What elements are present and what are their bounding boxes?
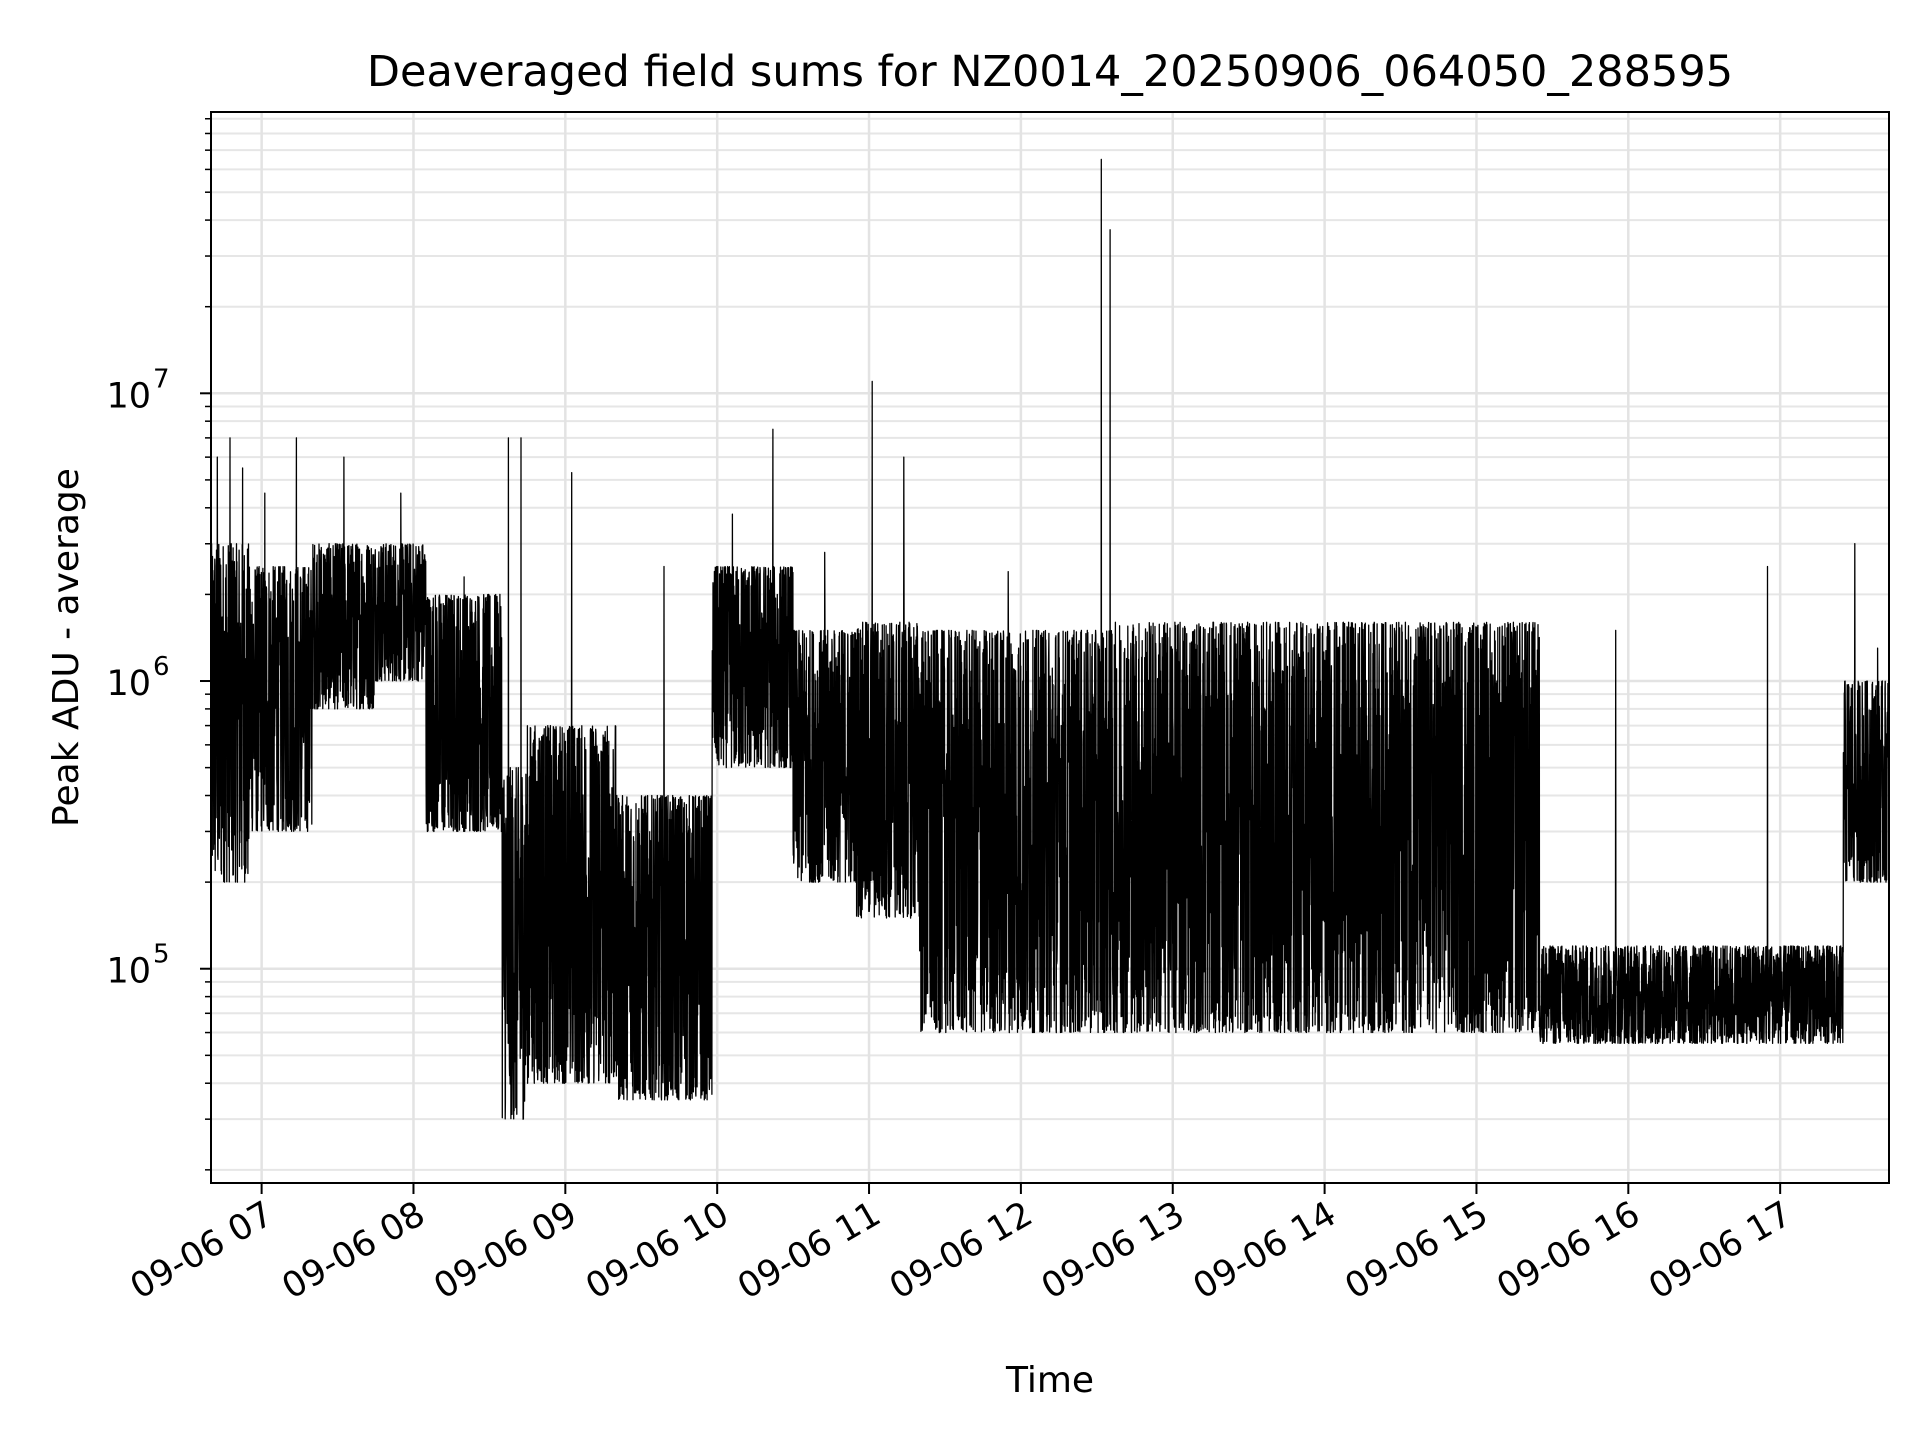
y-tick-label: 10 xyxy=(106,952,151,992)
y-tick-exponent: 6 xyxy=(153,652,170,682)
series-line xyxy=(210,158,1890,1120)
x-axis-label: Time xyxy=(1005,1360,1094,1401)
y-tick-label: 10 xyxy=(106,376,151,416)
y-axis-label: Peak ADU - average xyxy=(46,468,87,827)
chart-title: Deaveraged field sums for NZ0014_2025090… xyxy=(367,47,1733,97)
y-tick-exponent: 5 xyxy=(153,940,170,970)
y-tick-label: 10 xyxy=(106,664,151,704)
y-tick-exponent: 7 xyxy=(153,364,170,394)
series-layer xyxy=(210,158,1890,1120)
plot-frame xyxy=(210,111,1890,1184)
